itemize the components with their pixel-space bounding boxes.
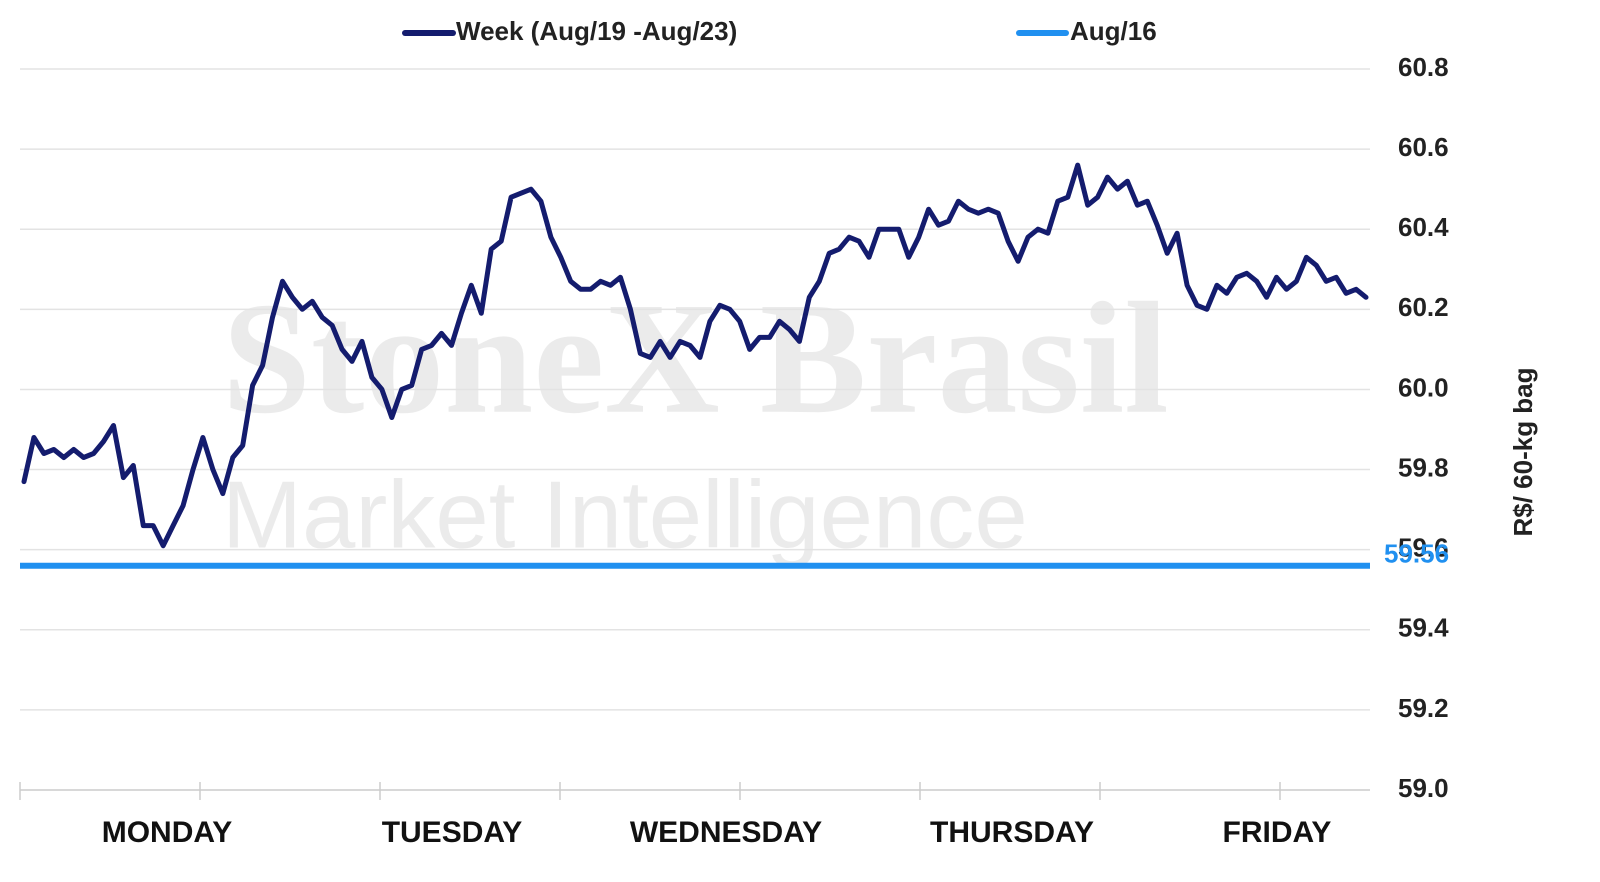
y-tick-label: 60.6 <box>1398 132 1449 162</box>
watermark: Market Intelligence <box>222 461 1028 568</box>
legend-label: Week (Aug/19 -Aug/23) <box>456 16 737 46</box>
y-tick-label: 60.8 <box>1398 52 1449 82</box>
x-tick-label: MONDAY <box>102 816 233 849</box>
y-tick-label: 59.0 <box>1398 773 1449 803</box>
y-tick-label: 59.8 <box>1398 452 1449 482</box>
y-tick-label: 60.0 <box>1398 372 1449 402</box>
watermark: StoneX Brasil <box>222 269 1169 447</box>
x-tick-label: THURSDAY <box>930 816 1094 849</box>
x-tick-label: TUESDAY <box>382 816 523 849</box>
y-tick-label: 59.4 <box>1398 613 1449 643</box>
y-tick-label: 59.6 <box>1398 533 1449 563</box>
y-tick-label: 60.2 <box>1398 292 1449 322</box>
y-tick-label: 60.4 <box>1398 212 1449 242</box>
x-tick-label: FRIDAY <box>1223 816 1332 849</box>
x-tick-label: WEDNESDAY <box>630 816 822 849</box>
reference-value-label: 59.56 <box>1384 539 1449 569</box>
y-tick-label: 59.2 <box>1398 693 1449 723</box>
legend-label: Aug/16 <box>1070 16 1157 46</box>
y-axis-label: R$/ 60-kg bag <box>1508 367 1538 536</box>
line-series <box>21 162 1369 549</box>
